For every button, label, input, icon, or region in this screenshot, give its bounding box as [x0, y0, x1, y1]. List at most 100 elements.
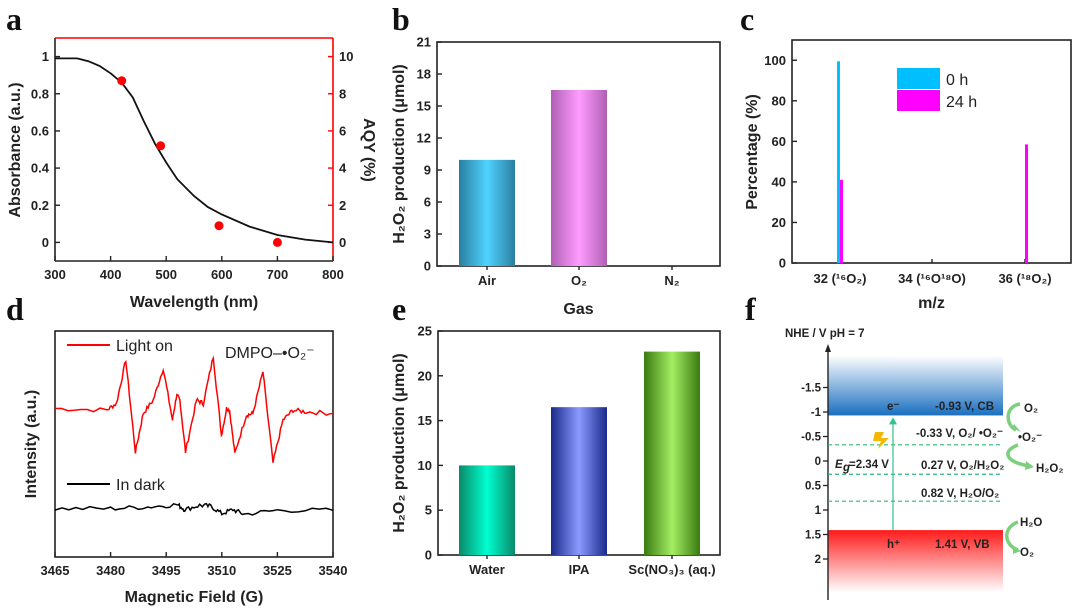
bandgap-subscript: g	[842, 462, 850, 474]
species-o2: O₂	[1024, 403, 1038, 415]
x-tick-label: 36 (¹⁸O₂)	[998, 271, 1051, 286]
legend-label: Light on	[116, 338, 173, 355]
y-tick-label: 0	[815, 456, 821, 468]
panel-label-b: b	[392, 1, 410, 37]
y-tick-label: 0.8	[31, 86, 49, 101]
lightning-icon	[873, 432, 889, 449]
aqy-point	[214, 221, 224, 231]
redox-level-label: 0.82 V, H₂O/O₂	[921, 488, 999, 500]
bar	[459, 465, 515, 555]
superoxide-arrow	[1006, 443, 1031, 468]
spectrum-in-dark	[54, 502, 334, 516]
panel-label-d: d	[6, 291, 24, 327]
y-tick-label: -0.5	[801, 432, 821, 444]
water-oxidation-arrow	[1005, 520, 1019, 552]
y2-tick-label: 10	[339, 49, 353, 64]
x-tick-label: N₂	[664, 273, 679, 288]
y-tick-label: 6	[424, 195, 431, 210]
x-tick-label: 34 (¹⁶O¹⁸O)	[898, 271, 966, 286]
x-tick-label: O₂	[571, 273, 587, 288]
arrowhead-icon	[1025, 461, 1034, 470]
aqy-point	[117, 76, 127, 86]
x-tick-label: 3495	[152, 563, 181, 578]
y-tick-label: 0.4	[31, 161, 50, 176]
x-tick-label: 32 (¹⁶O₂)	[814, 271, 867, 286]
y-tick-label: 9	[424, 163, 431, 178]
species-h2o: H₂O	[1020, 517, 1042, 529]
panel-label-a: a	[6, 1, 22, 37]
y-tick-label: 5	[425, 503, 432, 518]
y-tick-label: 2	[815, 554, 821, 566]
redox-level-label: -0.33 V, O₂/ •O₂⁻	[916, 428, 1003, 440]
y-tick-label: 0.2	[31, 198, 49, 213]
x-tick-label: 3480	[96, 563, 125, 578]
x-tick-label: 3510	[207, 563, 236, 578]
y-tick-label: 18	[417, 67, 431, 82]
bar	[551, 90, 607, 266]
cb-label: -0.93 V, CB	[935, 401, 994, 413]
y-tick-label: 0.6	[31, 123, 49, 138]
x-tick-label: 800	[322, 267, 344, 282]
x-tick-label: Air	[478, 273, 496, 288]
y-tick-label: 60	[772, 134, 786, 149]
x-tick-label: 500	[155, 267, 177, 282]
bar-24h	[1025, 144, 1028, 263]
bar	[459, 159, 515, 266]
y-axis-label: Intensity (a.u.)	[23, 390, 40, 498]
y-tick-label: 0	[425, 548, 432, 563]
panel-label-e: e	[392, 291, 406, 327]
y2-tick-label: 2	[339, 198, 346, 213]
y-tick-label: 40	[772, 174, 786, 189]
species-superoxide: •O₂⁻	[1018, 432, 1042, 444]
y-tick-label: 21	[417, 35, 431, 50]
aqy-point	[156, 141, 166, 151]
x-axis-label: Wavelength (nm)	[130, 294, 258, 311]
x-tick-label: 3465	[41, 563, 70, 578]
y-tick-label: 1	[815, 505, 822, 517]
y2-tick-label: 6	[339, 123, 346, 138]
plot-frame	[54, 330, 334, 558]
vb-label: 1.41 V, VB	[935, 539, 990, 551]
y-axis-label: H₂O₂ production (μmol)	[391, 64, 408, 244]
bar	[644, 351, 700, 555]
y2-tick-label: 8	[339, 86, 346, 101]
bandgap-symbol: E	[835, 459, 843, 471]
legend-label: 0 h	[946, 72, 968, 89]
x-tick-label: 700	[267, 267, 289, 282]
y2-axis-label: AQY (%)	[360, 118, 377, 182]
legend-swatch	[897, 90, 940, 111]
x-tick-label: IPA	[569, 562, 590, 577]
bar-24h	[840, 179, 843, 263]
y-tick-label: 15	[418, 413, 432, 428]
x-axis-label: Gas	[563, 301, 593, 318]
panel-label-f: f	[745, 291, 756, 327]
conduction-band	[828, 355, 1003, 416]
y-tick-label: 25	[418, 324, 432, 339]
legend-label: 24 h	[946, 94, 977, 111]
y-tick-label: -1	[811, 407, 822, 419]
spectrum-light-on	[54, 355, 334, 463]
x-tick-label: 3540	[319, 563, 348, 578]
species-o2: O₂	[1020, 547, 1034, 559]
y-tick-label: 3	[424, 227, 431, 242]
x-tick-label: Water	[469, 562, 505, 577]
arrowhead-icon	[1012, 424, 1021, 432]
y-axis-label: Percentage (%)	[744, 94, 761, 210]
panel-label-c: c	[740, 1, 754, 37]
x-tick-label: 3525	[263, 563, 292, 578]
y-tick-label: 20	[772, 215, 786, 230]
axis-title: NHE / V pH = 7	[785, 328, 865, 340]
x-axis-label: Magnetic Field (G)	[125, 589, 264, 606]
electron-label: e⁻	[887, 401, 899, 413]
y-tick-label: 100	[764, 53, 786, 68]
valence-band	[828, 530, 1003, 593]
bandgap-value: =2.34 V	[849, 459, 889, 471]
x-tick-label: 300	[44, 267, 66, 282]
y2-tick-label: 0	[339, 235, 346, 250]
hole-label: h⁺	[887, 539, 900, 551]
y2-tick-label: 4	[339, 161, 347, 176]
x-tick-label: 600	[211, 267, 233, 282]
y-tick-label: 80	[772, 93, 786, 108]
species-h2o2: H₂O₂	[1036, 463, 1063, 475]
